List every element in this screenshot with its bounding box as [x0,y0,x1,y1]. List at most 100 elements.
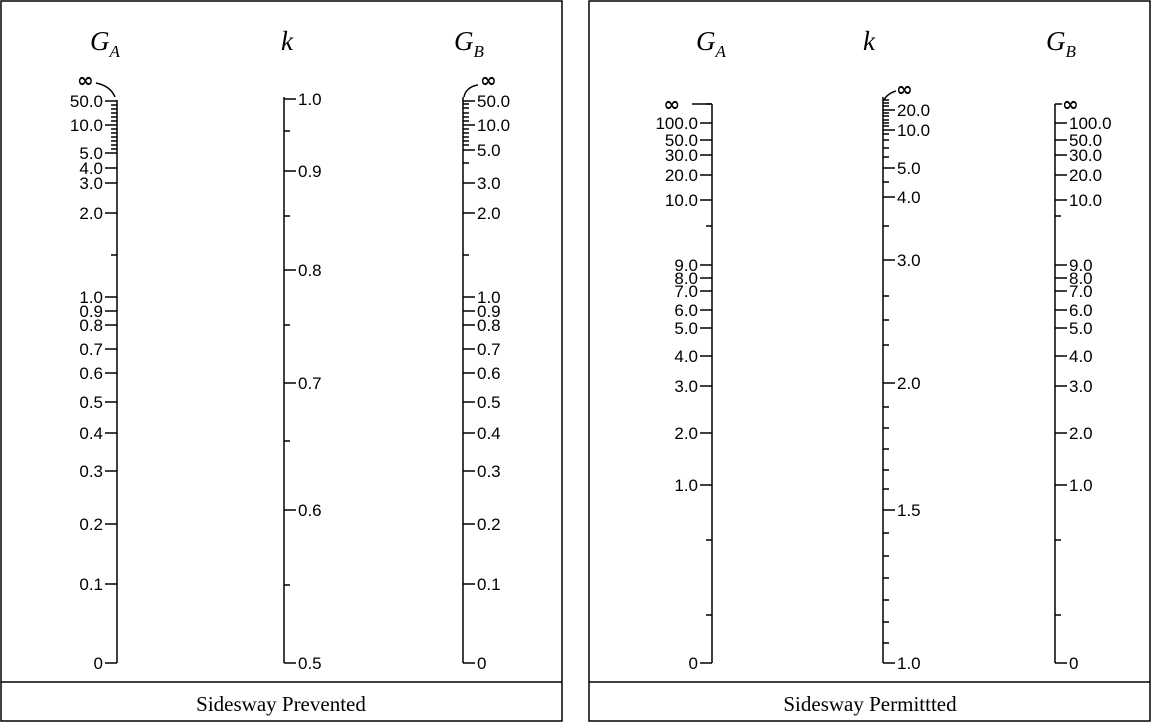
tick-label: 0.1 [79,575,103,594]
tick-label: 4.0 [897,188,921,207]
tick-label: 5.0 [674,319,698,338]
tick-label: 50.0 [665,131,698,150]
tick-label: 0.8 [298,261,322,280]
tick-label: 7.0 [674,282,698,301]
tick-label: 20.0 [897,101,930,120]
caption-prevented: Sidesway Prevented [196,692,366,716]
infinity-label: ∞ [480,68,497,92]
tick-label: 8.0 [1069,269,1093,288]
tick-label: 0.5 [298,654,322,673]
tick-label: 6.0 [674,301,698,320]
tick-label: 2.0 [79,204,103,223]
tick-label: 5.0 [1069,319,1093,338]
tick-label: 5.0 [79,144,103,163]
header-k-permitted: k [863,26,876,56]
tick-label: 0.7 [477,340,501,359]
tick-label: 6.0 [1069,301,1093,320]
tick-label: 0 [689,654,698,673]
tick-label: 0.6 [298,501,322,520]
tick-label: 30.0 [1069,146,1102,165]
tick-label: 20.0 [665,166,698,185]
tick-label: 10.0 [70,116,103,135]
tick-label: 2.0 [897,374,921,393]
tick-label: 1.0 [477,288,501,307]
tick-label: 1.5 [897,501,921,520]
tick-label: 2.0 [674,424,698,443]
tick-label: 10.0 [477,116,510,135]
tick-label: 3.0 [897,251,921,270]
tick-label: 1.0 [674,476,698,495]
tick-label: 5.0 [897,159,921,178]
infinity-pointer [95,82,116,98]
tick-label: 0.2 [79,515,103,534]
tick-label: 0 [1069,654,1078,673]
tick-label: 10.0 [897,121,930,140]
header-gb-prevented: GB [454,26,485,61]
scale-k-prevented: 1.0 0.9 0.8 0.7 0.6 0.5 [283,90,322,673]
header-ga-prevented: GA [90,26,121,61]
tick-label: 0.4 [79,424,103,443]
tick-label: 10.0 [1069,191,1102,210]
tick-label: 100.0 [1069,114,1112,133]
caption-permitted: Sidesway Permittted [783,692,957,716]
tick-label: 0 [94,654,103,673]
infinity-label: ∞ [896,77,913,101]
tick-label: 2.0 [1069,424,1093,443]
tick-label: 3.0 [477,174,501,193]
tick-label: 1.0 [298,90,322,109]
tick-label: 3.0 [1069,377,1093,396]
header-k-prevented: k [281,26,294,56]
panel-frame-prevented [0,0,563,722]
infinity-pointer [883,90,897,101]
tick-label: 0.2 [477,515,501,534]
tick-label: 4.0 [79,159,103,178]
tick-label: 0.5 [477,393,501,412]
tick-label: 0.3 [79,462,103,481]
tick-label: 100.0 [655,114,698,133]
tick-label: 9.0 [1069,256,1093,275]
tick-label: 0.1 [477,575,501,594]
tick-label: 1.0 [79,288,103,307]
tick-label: 0.9 [477,302,501,321]
tick-label: 3.0 [674,377,698,396]
tick-label: 2.0 [477,204,501,223]
tick-label: 4.0 [1069,347,1093,366]
header-gb-permitted: GB [1046,26,1077,61]
tick-label: 0 [477,654,486,673]
tick-label: 7.0 [1069,282,1093,301]
tick-label: 0.7 [79,340,103,359]
tick-label: 0.9 [79,302,103,321]
tick-label: 0.5 [79,393,103,412]
tick-label: 0.9 [298,162,322,181]
tick-label: 0.7 [298,374,322,393]
scale-k-permitted: 20.010.0 5.0 4.0 3.0 2.0 1.5 1.0 ∞ [882,77,930,673]
header-ga-permitted: GA [696,26,727,61]
tick-label: 5.0 [477,141,501,160]
panel-frame-permitted [588,0,1151,722]
tick-label: 50.0 [1069,131,1102,150]
scale-gb-prevented: 50.0 10.0 5.0 3.0 2.0 1.00.90.8 0.7 0.6 0.5 0.4 0.… [462,68,510,673]
tick-label: 0.8 [477,316,501,335]
tick-label: 4.0 [674,347,698,366]
tick-label: 8.0 [674,269,698,288]
tick-label: 10.0 [665,191,698,210]
tick-label: 9.0 [674,256,698,275]
tick-label: 30.0 [665,146,698,165]
infinity-label: ∞ [77,68,94,92]
tick-label: 0.4 [477,424,501,443]
tick-label: 0.3 [477,462,501,481]
scale-ga-prevented: 50.0 10.0 5.04.03.0 2.0 1.00.90.8 0.7 0.6 0.5 0.… [70,68,118,673]
scale-ga-permitted: 100.050.030.020.0 10.0 9.08.07.06.05.0 4.0 3… [655,92,713,673]
scale-gb-permitted: 100.050.030.020.0 10.0 9.08.07.06.05.0 4.0 3… [1054,92,1112,673]
tick-label: 1.0 [897,654,921,673]
tick-label: 0.6 [79,364,103,383]
tick-label: 50.0 [70,92,103,111]
tick-label: 20.0 [1069,166,1102,185]
tick-label: 0.8 [79,316,103,335]
infinity-label: ∞ [1062,92,1079,116]
scales-layer: 50.010.05.04.03.02.01.00.90.80.70.60.50.… [70,68,1112,673]
tick-label: 1.0 [1069,476,1093,495]
infinity-pointer [463,84,479,98]
tick-label: 50.0 [477,92,510,111]
